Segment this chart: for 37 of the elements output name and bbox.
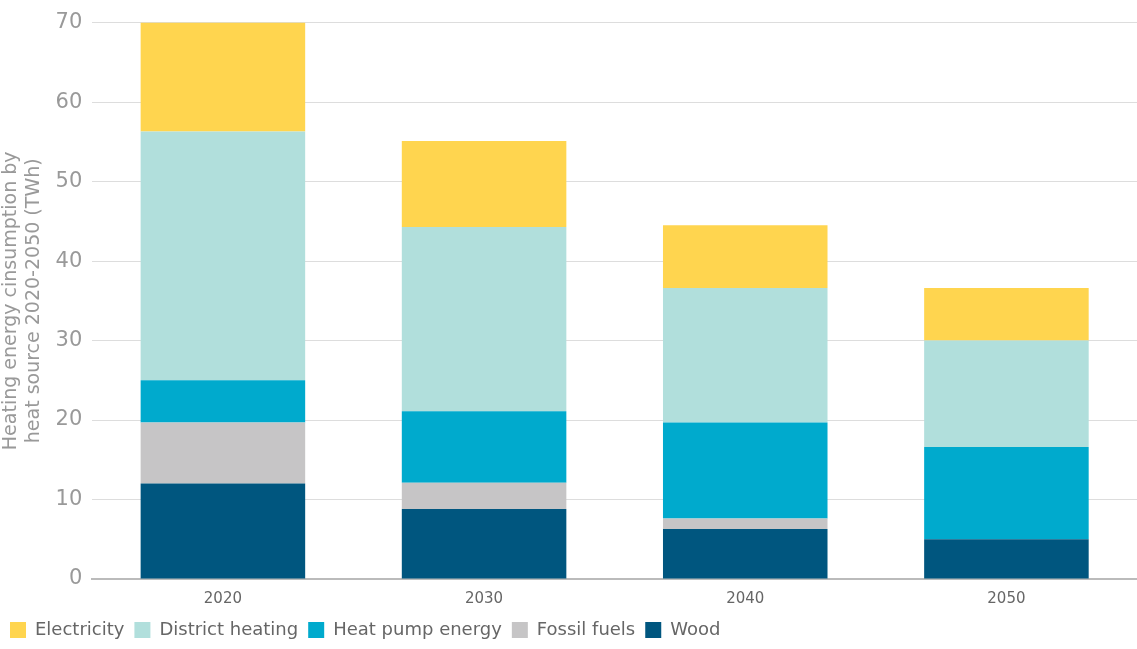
legend-label: Wood bbox=[670, 617, 721, 639]
bar bbox=[140, 483, 306, 579]
y-tick-label: 20 bbox=[55, 406, 83, 431]
bar bbox=[924, 288, 1089, 341]
bar bbox=[924, 447, 1089, 540]
bar bbox=[401, 509, 567, 579]
legend-label: Electricity bbox=[35, 617, 125, 639]
bar bbox=[140, 131, 306, 381]
x-tick-label: 2040 bbox=[726, 588, 765, 607]
bar bbox=[662, 288, 828, 423]
bar bbox=[924, 539, 1089, 579]
bar bbox=[140, 422, 306, 484]
bar bbox=[401, 411, 567, 483]
x-tick-label: 2020 bbox=[203, 588, 242, 607]
y-tick-label: 10 bbox=[55, 485, 83, 510]
bar bbox=[662, 518, 828, 529]
legend-label: Heat pump energy bbox=[333, 617, 503, 639]
bar bbox=[140, 22, 306, 132]
bar bbox=[662, 422, 828, 519]
y-tick-label: 60 bbox=[55, 88, 83, 113]
bar bbox=[662, 528, 828, 579]
y-tick-label: 40 bbox=[55, 247, 83, 272]
y-tick-label: 0 bbox=[68, 565, 83, 590]
bar bbox=[924, 340, 1089, 448]
y-axis-title: Heating energy cinsumption by heat source 2020-2050 (TWh) bbox=[0, 151, 44, 451]
y-tick-label: 30 bbox=[55, 327, 83, 351]
y-tick-label: 70 bbox=[55, 9, 83, 34]
legend-label: District heating bbox=[159, 617, 299, 639]
x-tick-label: 2050 bbox=[987, 588, 1026, 607]
legend-label: Fossil fuels bbox=[536, 617, 636, 639]
x-tick-label: 2030 bbox=[464, 588, 504, 607]
bar bbox=[401, 141, 567, 227]
y-tick-label: 50 bbox=[55, 168, 83, 193]
bar bbox=[401, 226, 567, 412]
bar bbox=[662, 225, 828, 289]
bar bbox=[401, 482, 567, 510]
bar bbox=[140, 380, 306, 423]
